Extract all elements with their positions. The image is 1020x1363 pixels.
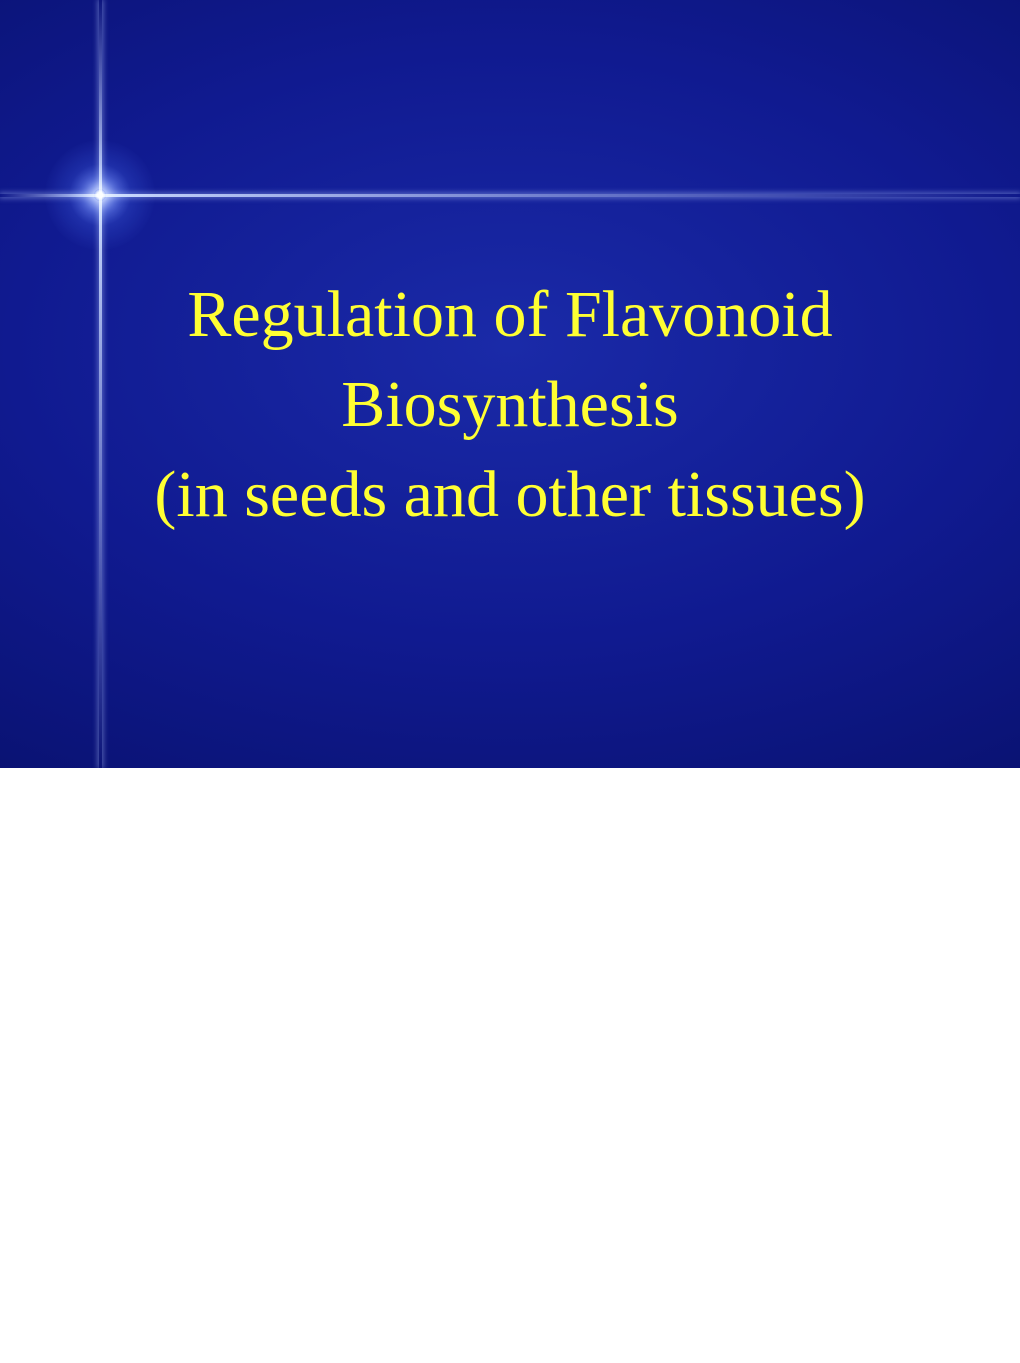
title-line-1: Regulation of Flavonoid <box>0 270 1020 360</box>
title-block: Regulation of Flavonoid Biosynthesis (in… <box>0 270 1020 540</box>
title-line-3: (in seeds and other tissues) <box>0 450 1020 540</box>
page: Regulation of Flavonoid Biosynthesis (in… <box>0 0 1020 1363</box>
slide: Regulation of Flavonoid Biosynthesis (in… <box>0 0 1020 768</box>
flare-core <box>94 189 106 201</box>
page-lower-blank <box>0 768 1020 1363</box>
flare-horizontal-streak <box>0 194 1020 197</box>
title-line-2: Biosynthesis <box>0 360 1020 450</box>
flare-glow <box>45 140 155 250</box>
